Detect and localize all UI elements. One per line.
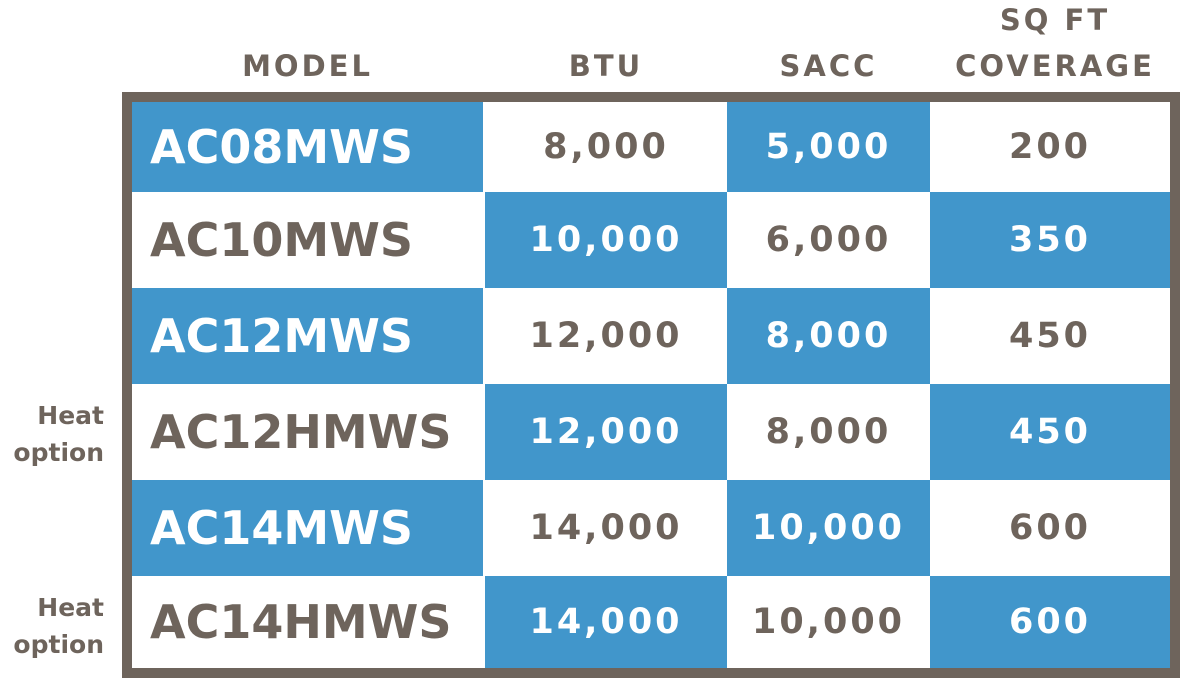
cell-btu: 10,000 <box>485 192 727 288</box>
cell-model: AC14MWS <box>132 480 483 576</box>
cell-model: AC12MWS <box>132 288 483 384</box>
cell-model: AC10MWS <box>150 213 414 267</box>
cell-sacc: 10,000 <box>751 602 906 642</box>
cell-model: AC12HMWS <box>150 405 452 459</box>
cell-model: AC14HMWS <box>150 595 452 649</box>
cell-model: AC08MWS <box>132 102 483 192</box>
cell-sqft: 450 <box>1008 316 1092 356</box>
heat-option-note: Heat option <box>0 397 104 471</box>
model-table: AC08MWS 8,000 5,000 200 AC10MWS 10,000 6,000 35… <box>132 102 1170 668</box>
header-btu: BTU <box>568 49 644 83</box>
cell-sacc: 8,000 <box>727 288 930 384</box>
heat-note-line1: Heat <box>37 401 104 430</box>
table-row: AC08MWS 8,000 5,000 200 <box>132 102 1170 192</box>
cell-btu: 8,000 <box>543 127 669 167</box>
heat-note-line2: option <box>13 630 104 659</box>
cell-btu: 12,000 <box>485 384 727 480</box>
cell-sqft: 200 <box>1008 127 1092 167</box>
table-row: AC10MWS 10,000 6,000 350 <box>132 192 1170 288</box>
header-sacc: SACC <box>779 49 878 83</box>
cell-sacc: 8,000 <box>765 412 892 452</box>
cell-sqft: 450 <box>930 384 1170 480</box>
header-sqft-line1: SQ FT <box>999 3 1111 37</box>
table-row: AC12HMWS 12,000 8,000 450 <box>132 384 1170 480</box>
cell-sqft: 600 <box>930 576 1170 668</box>
table-row: AC14MWS 14,000 10,000 600 <box>132 480 1170 576</box>
cell-btu: 14,000 <box>485 576 727 668</box>
table-row: AC12MWS 12,000 8,000 450 <box>132 288 1170 384</box>
cell-btu: 12,000 <box>529 316 683 356</box>
heat-note-line1: Heat <box>37 593 104 622</box>
heat-note-line2: option <box>13 438 104 467</box>
header-sqft-line2: COVERAGE <box>955 49 1155 83</box>
header-sqft: SQ FT COVERAGE <box>930 2 1180 84</box>
header-model: MODEL <box>242 49 373 83</box>
cell-sqft: 600 <box>1008 508 1092 548</box>
cell-sacc: 5,000 <box>727 102 930 192</box>
cell-sacc: 10,000 <box>727 480 930 576</box>
cell-sacc: 6,000 <box>765 220 892 260</box>
heat-option-note: Heat option <box>0 589 104 663</box>
cell-sqft: 350 <box>930 192 1170 288</box>
cell-btu: 14,000 <box>529 508 683 548</box>
table-row: AC14HMWS 14,000 10,000 600 <box>132 576 1170 668</box>
